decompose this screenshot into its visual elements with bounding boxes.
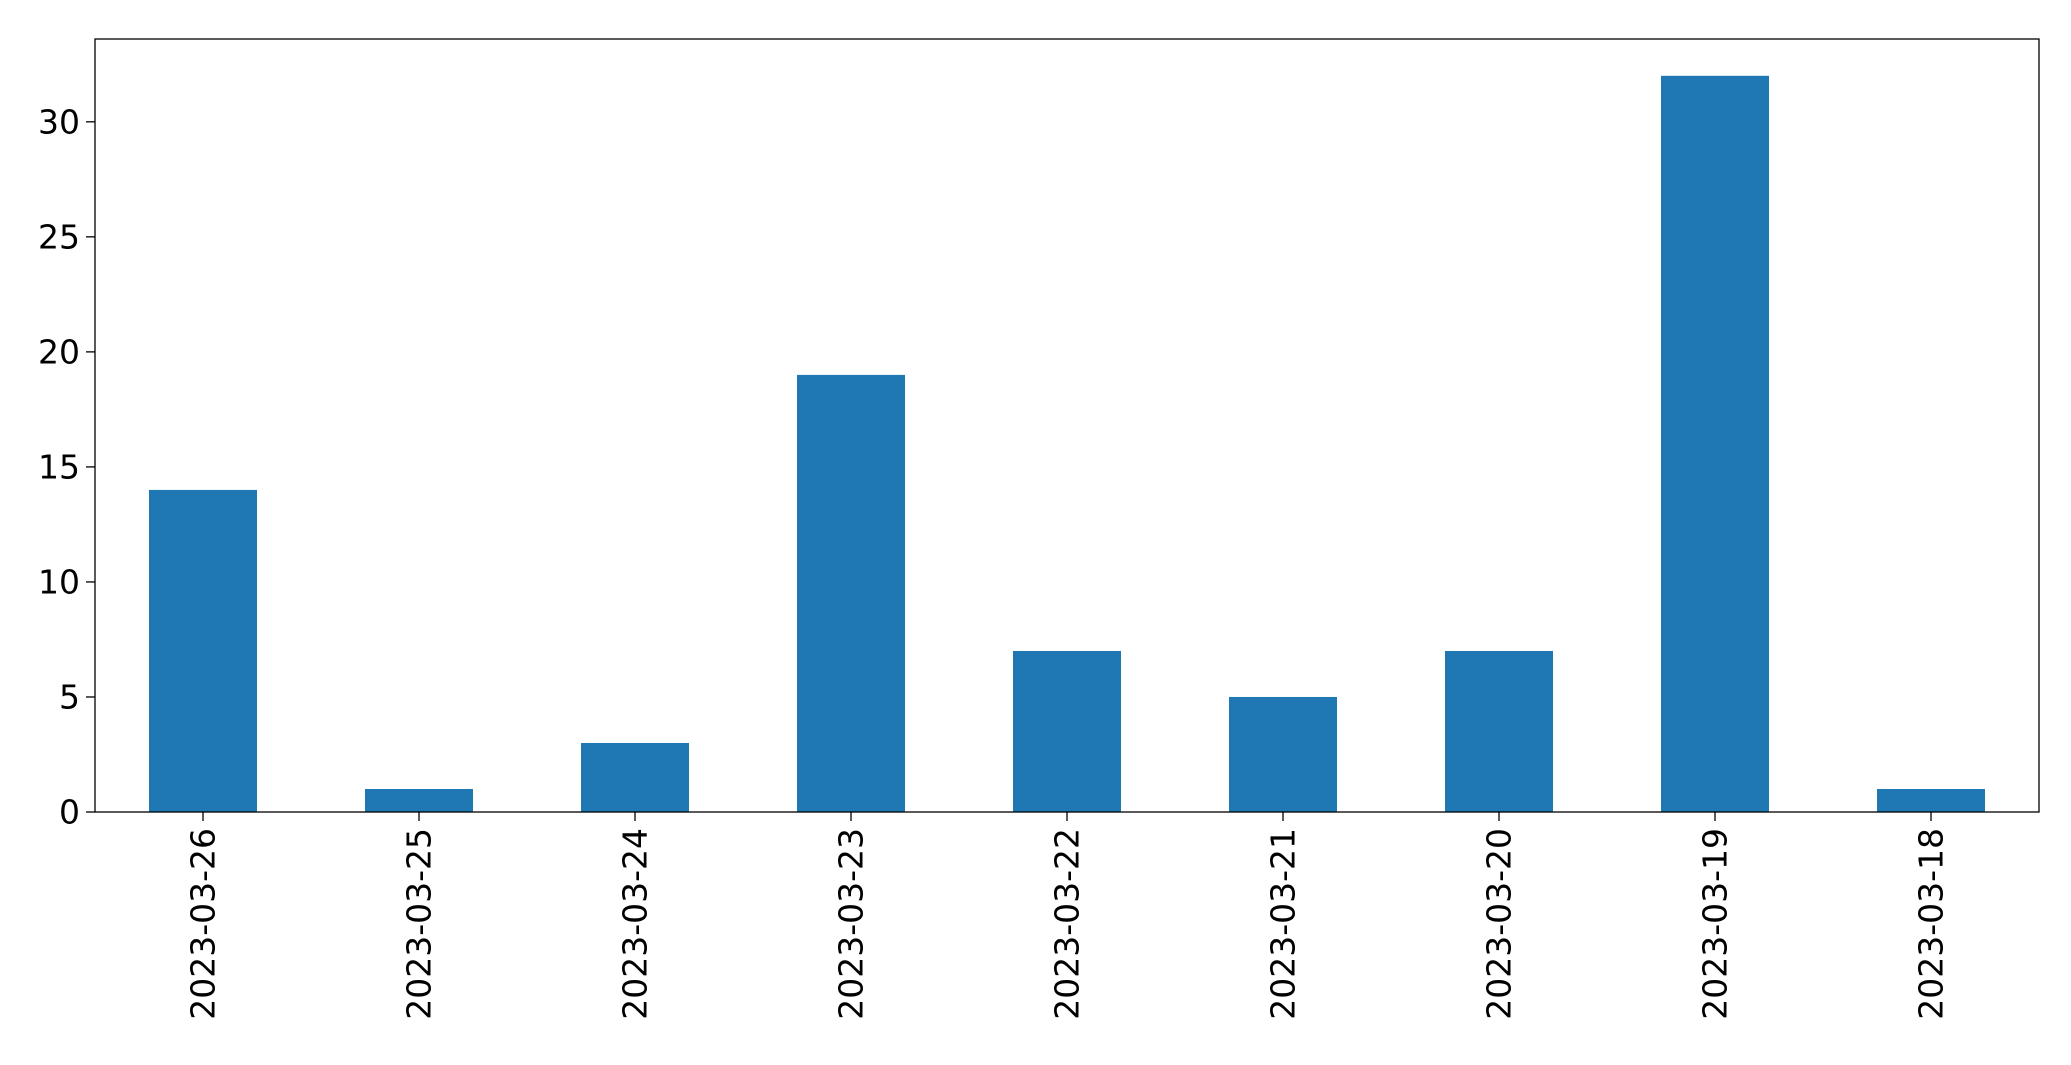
bar-2023-03-24	[581, 742, 689, 812]
x-tick-label: 2023-03-19	[1696, 828, 1735, 1020]
x-tick-label: 2023-03-24	[616, 828, 655, 1020]
bar-2023-03-23	[797, 374, 905, 812]
bar-2023-03-19	[1661, 75, 1769, 813]
x-tick-label: 2023-03-20	[1480, 828, 1519, 1020]
x-tick-label: 2023-03-22	[1048, 828, 1087, 1020]
bar-2023-03-21	[1229, 696, 1337, 812]
plot-frame	[94, 38, 2040, 813]
bar-2023-03-20	[1445, 650, 1553, 812]
x-tick-label: 2023-03-23	[832, 828, 871, 1020]
bar-2023-03-25	[365, 788, 473, 812]
y-tick-label: 0	[59, 793, 80, 832]
bar-2023-03-26	[149, 489, 257, 812]
y-tick-label: 30	[38, 102, 80, 141]
x-tick-label: 2023-03-26	[184, 828, 223, 1020]
y-tick-label: 20	[38, 332, 80, 371]
x-tick-label: 2023-03-18	[1912, 828, 1951, 1020]
bar-2023-03-22	[1013, 650, 1121, 812]
bars-layer	[149, 75, 1985, 813]
y-tick-label: 25	[38, 217, 80, 256]
y-axis: 0 5 10 15 20 25 30	[38, 102, 95, 832]
x-axis: 2023-03-26 2023-03-25 2023-03-24 2023-03-23…	[184, 812, 1951, 1020]
x-tick-label: 2023-03-21	[1264, 828, 1303, 1020]
y-tick-label: 10	[38, 562, 80, 601]
bar-2023-03-18	[1877, 788, 1985, 812]
y-tick-label: 5	[59, 677, 80, 716]
y-tick-label: 15	[38, 447, 80, 486]
x-tick-label: 2023-03-25	[400, 828, 439, 1020]
